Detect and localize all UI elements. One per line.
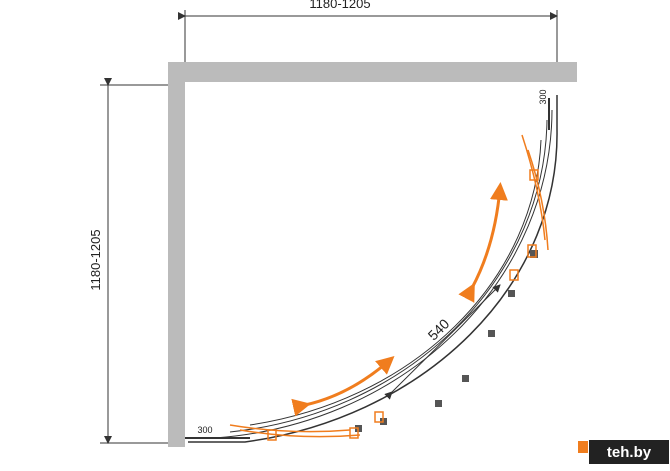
sliding-arrows — [291, 182, 508, 417]
watermark-box — [589, 440, 669, 464]
watermark: teh.by — [607, 444, 652, 461]
offset-top-label: 300 — [538, 89, 548, 104]
width-label: 1180-1205 — [309, 0, 370, 11]
dimension-depth — [100, 78, 168, 444]
watermark-icon — [578, 441, 588, 453]
dimension-opening — [384, 284, 501, 400]
door-positions — [229, 134, 549, 441]
depth-label: 1180-1205 — [88, 229, 103, 290]
wall-left — [168, 62, 185, 447]
offset-bottom-label: 300 — [197, 425, 212, 435]
wall-top — [168, 62, 577, 82]
enclosure-arcs — [185, 95, 558, 443]
dimension-width — [178, 10, 558, 62]
